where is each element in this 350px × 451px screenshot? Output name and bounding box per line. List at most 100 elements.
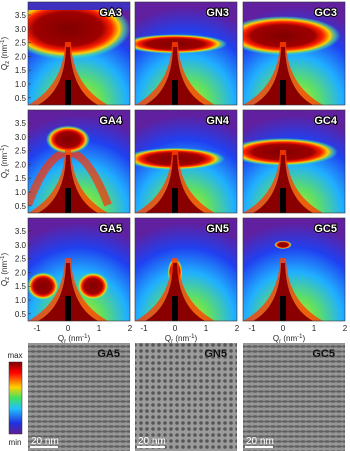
y-tick-label: 1.0 [15, 80, 27, 89]
frame [134, 217, 238, 322]
y-tick-label: 2.0 [15, 52, 27, 61]
gisaxs-image [28, 110, 130, 213]
stem [253, 47, 313, 105]
axis-label-part: -1 [0, 147, 6, 153]
y-tick-label: 2.5 [15, 255, 27, 264]
x-tick-label: -1 [33, 324, 41, 333]
axis-label-part: -1 [0, 255, 6, 261]
y-tick-label: 3.5 [15, 11, 27, 20]
y-tick-label: 3.0 [15, 133, 27, 142]
beamstop [172, 80, 178, 105]
y-tick-label: 3.0 [15, 241, 27, 250]
x-tick-label: 0 [66, 324, 71, 333]
x-tick-label: 0 [173, 324, 178, 333]
beamstop [65, 80, 71, 105]
frame [27, 1, 131, 106]
y-axis-label: Qz (nm-1) [0, 37, 11, 71]
axis-label-part: Q [58, 334, 64, 343]
y-tick-label: 2.0 [15, 268, 27, 277]
frame [242, 109, 346, 214]
colorbar [8, 361, 23, 435]
tem-label: GC5 [312, 348, 335, 360]
panel-label: GN5 [206, 223, 229, 235]
gisaxs-image [28, 2, 130, 105]
axis-label-part: z [5, 169, 11, 172]
panel-label: GC4 [314, 115, 338, 127]
axis-label-part: ) [302, 334, 305, 343]
scale-label: 20 nm [31, 436, 59, 447]
axis-label-part: Q [165, 334, 171, 343]
tem-shade [28, 343, 130, 451]
panel-label: GC3 [314, 7, 337, 19]
y-tick-label: 3.5 [15, 227, 27, 236]
y-axis-label: Qz (nm-1) [0, 145, 11, 179]
lobe [28, 272, 59, 301]
frame [134, 109, 238, 214]
beamstop [65, 188, 71, 213]
tem-shade [135, 343, 237, 451]
x-tick-label: 1 [204, 324, 209, 333]
axis-label-part: ) [0, 145, 9, 148]
axis-label-part: -1 [297, 334, 303, 340]
axis-label-part: z [5, 61, 11, 64]
hot-spot [243, 16, 341, 56]
y-tick-label: 0.5 [15, 202, 27, 211]
hot-spot [135, 34, 228, 54]
frame [27, 109, 131, 214]
tem-label: GA5 [97, 348, 120, 360]
tem-label: GN5 [204, 348, 227, 360]
axis-label-part: (nm [0, 153, 9, 169]
gisaxs-image [135, 110, 237, 213]
tem-image [243, 343, 345, 451]
x-axis-label: Qr (nm-1) [58, 334, 91, 345]
axis-label-part: (nm [0, 261, 9, 277]
stem [38, 263, 98, 321]
y-tick-label: 2.5 [15, 39, 27, 48]
y-tick-label: 3.0 [15, 25, 27, 34]
axis-label-part: ) [0, 37, 9, 40]
stem [145, 155, 205, 213]
stem [38, 155, 98, 213]
tem-image [28, 343, 130, 451]
beamstop [280, 80, 286, 105]
y-tick-label: 1.0 [15, 188, 27, 197]
panel-label: GN4 [206, 115, 230, 127]
hot-spot [274, 240, 292, 249]
stem [38, 47, 98, 105]
y-tick-label: 1.5 [15, 282, 27, 291]
scale-label: 20 nm [246, 436, 274, 447]
frame [27, 217, 131, 322]
axis-label-part: -1 [189, 334, 195, 340]
gisaxs-image [243, 110, 345, 213]
axis-label-part: (nm [173, 334, 189, 343]
x-axis-label: Qr (nm-1) [165, 334, 198, 345]
axis-label-part: ) [87, 334, 90, 343]
gisaxs-image [135, 2, 237, 105]
x-tick-label: -1 [248, 324, 256, 333]
y-tick-label: 0.5 [15, 94, 27, 103]
x-tick-label: 0 [281, 324, 286, 333]
axis-label-part: Q [273, 334, 279, 343]
y-tick-label: 2.0 [15, 160, 27, 169]
tem-image [135, 343, 237, 451]
beamstop [172, 296, 178, 321]
panel-label: GN3 [206, 7, 229, 19]
y-axis-label: Qz (nm-1) [0, 253, 11, 287]
x-tick-label: 2 [235, 324, 240, 333]
panel-label: GA5 [99, 223, 122, 235]
scale-label: 20 nm [138, 436, 166, 447]
axis-label-part: ) [194, 334, 197, 343]
x-axis-label: Qr (nm-1) [273, 334, 306, 345]
axis-label-part: (nm [281, 334, 297, 343]
y-tick-label: 2.5 [15, 147, 27, 156]
hot-spot [28, 2, 130, 60]
beamstop [65, 296, 71, 321]
stem [145, 47, 205, 105]
y-tick-label: 1.0 [15, 296, 27, 305]
axis-label-part: (nm [66, 334, 82, 343]
x-tick-label: 1 [312, 324, 317, 333]
axis-label-part: r [171, 339, 173, 345]
beamstop [280, 188, 286, 213]
axis-label-part: -1 [82, 334, 88, 340]
